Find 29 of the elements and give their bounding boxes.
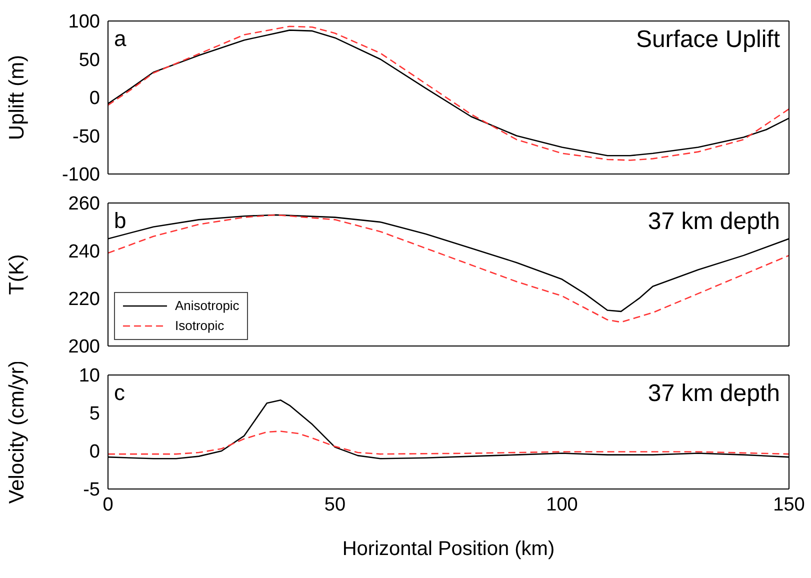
x-tick-label: 50 — [324, 494, 346, 516]
x-tick-label: 0 — [102, 494, 114, 516]
legend-label: Isotropic — [175, 317, 224, 335]
y-tick-label: 10 — [78, 366, 100, 387]
y-tick-label: 5 — [89, 404, 100, 425]
legend-label: Anisotropic — [175, 297, 240, 315]
x-axis-title: Horizontal Position (km) — [342, 538, 555, 560]
y-tick-label: 260 — [68, 194, 100, 215]
y-axis-title: T(K) — [5, 254, 28, 295]
y-tick-label: 240 — [68, 241, 100, 262]
y-tick-label: -5 — [83, 480, 100, 501]
annotation: Surface Uplift — [636, 26, 780, 54]
y-tick-label: 50 — [78, 50, 100, 71]
x-tick-label: 100 — [546, 494, 578, 516]
y-axis-title: Uplift (m) — [5, 54, 28, 140]
y-tick-label: -100 — [62, 164, 100, 186]
y-tick-label: -50 — [72, 126, 100, 148]
annotation: b — [114, 208, 126, 234]
y-tick-label: 200 — [68, 336, 100, 358]
annotation: a — [114, 26, 126, 52]
line-series — [108, 430, 789, 455]
annotation: 37 km depth — [648, 380, 780, 408]
y-tick-label: 0 — [89, 442, 100, 463]
y-tick-label: 220 — [68, 289, 100, 310]
annotation: c — [114, 380, 125, 406]
y-tick-label: 100 — [68, 12, 100, 33]
x-tick-label: 150 — [773, 494, 805, 516]
y-tick-label: 0 — [89, 88, 100, 110]
annotation: 37 km depth — [648, 208, 780, 236]
